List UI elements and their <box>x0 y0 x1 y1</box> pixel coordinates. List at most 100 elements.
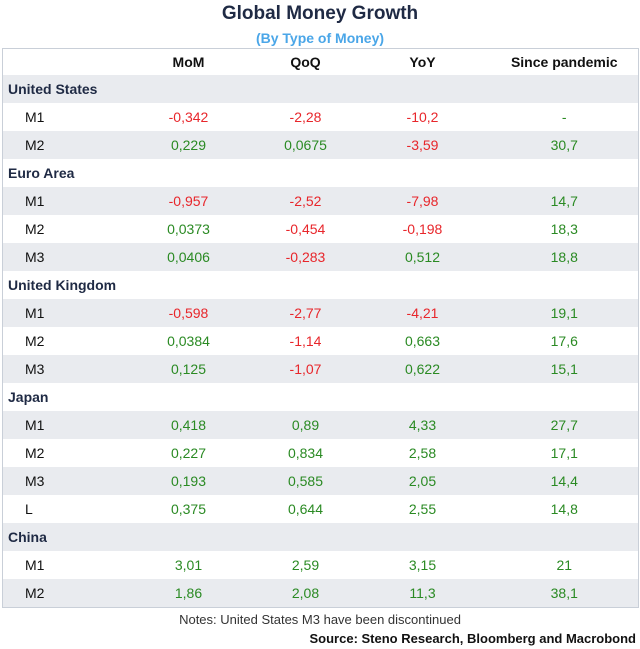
row-label: M2 <box>2 579 121 608</box>
table-cell: -3,59 <box>354 131 491 159</box>
group-header-row: Euro Area <box>3 159 639 187</box>
table-row: M1 -0,957 -2,52 -7,98 14,7 <box>2 187 639 215</box>
chart-subtitle: (By Type of Money) <box>255 30 385 46</box>
chart-note: Notes: United States M3 have been discon… <box>179 612 461 627</box>
row-label: M1 <box>2 411 121 439</box>
table-row: L 0,375 0,644 2,55 14,8 <box>3 495 639 523</box>
table-cell: 18,3 <box>550 221 578 237</box>
table-cell: -2,52 <box>256 187 355 215</box>
column-header: YoY <box>409 54 436 70</box>
header-blank <box>3 49 121 76</box>
table-cell: 19,1 <box>490 299 639 327</box>
table-cell: 14,4 <box>490 467 639 495</box>
table-cell: 1,86 <box>120 579 257 608</box>
table-cell: -7,98 <box>354 187 491 215</box>
table-cell: 0,0675 <box>256 131 355 159</box>
table-cell: 0,0373 <box>167 221 210 237</box>
row-label: M1 <box>2 187 121 215</box>
table-cell: -1,07 <box>256 355 355 383</box>
chart-title: Global Money Growth <box>221 3 419 24</box>
row-label: M1 <box>2 299 121 327</box>
table-cell: -4,21 <box>354 299 491 327</box>
row-label: M3 <box>2 243 121 271</box>
table-cell: 18,8 <box>490 243 639 271</box>
table-cell: 0,193 <box>120 467 257 495</box>
table-cell: 0,125 <box>120 355 257 383</box>
row-label: M3 <box>2 355 121 383</box>
table-cell: 17,6 <box>550 333 578 349</box>
row-label: M1 <box>25 557 45 573</box>
table-cell: 0,89 <box>256 411 355 439</box>
table-cell: 0,229 <box>120 131 257 159</box>
table-cell: -2,77 <box>256 299 355 327</box>
table-cell: 38,1 <box>490 579 639 608</box>
table-cell: 0,622 <box>354 355 491 383</box>
table-cell: 21 <box>556 557 573 573</box>
table-cell: 0,0384 <box>167 333 210 349</box>
row-label: M2 <box>25 445 45 461</box>
table-row: M3 0,193 0,585 2,05 14,4 <box>2 467 639 495</box>
table-cell: -0,598 <box>120 299 257 327</box>
table-cell: -0,198 <box>402 221 443 237</box>
row-label: M2 <box>25 333 45 349</box>
table-cell: 11,3 <box>354 579 491 608</box>
row-label: M1 <box>25 109 45 125</box>
table-cell: 3,15 <box>408 557 437 573</box>
group-name: Euro Area <box>8 165 75 181</box>
table-cell: 0,375 <box>170 501 207 517</box>
table-cell: 30,7 <box>490 131 639 159</box>
row-label: M2 <box>2 131 121 159</box>
table-cell: 15,1 <box>490 355 639 383</box>
table-cell: 2,59 <box>291 557 320 573</box>
table-cell: 0,663 <box>404 333 441 349</box>
group-name: United Kingdom <box>8 277 117 293</box>
header-row: MoM QoQ YoY Since pandemic <box>3 49 639 76</box>
table-cell: 14,8 <box>550 501 578 517</box>
table-row: M3 0,125 -1,07 0,622 15,1 <box>2 355 639 383</box>
table-cell: 4,33 <box>354 411 491 439</box>
table-cell: 0,644 <box>287 501 324 517</box>
table-row: M1 3,01 2,59 3,15 21 <box>3 551 639 579</box>
table-row: M1 -0,598 -2,77 -4,21 19,1 <box>2 299 639 327</box>
group-name: United States <box>2 75 639 103</box>
table-cell: 14,7 <box>490 187 639 215</box>
table-cell: 2,08 <box>256 579 355 608</box>
table-cell: -0,342 <box>168 109 209 125</box>
group-name: Japan <box>8 389 49 405</box>
table-row: M2 0,0384 -1,14 0,663 17,6 <box>3 327 639 355</box>
table-cell: 27,7 <box>490 411 639 439</box>
table-body: United States M1 -0,342 -2,28 -10,2- M2 0,229 0… <box>2 75 639 608</box>
table-cell: 0,0406 <box>120 243 257 271</box>
table-cell: 0,418 <box>120 411 257 439</box>
table-row: M2 1,86 2,08 11,3 38,1 <box>2 579 639 608</box>
table-cell: 0,512 <box>354 243 491 271</box>
table-cell: -1,14 <box>289 333 322 349</box>
row-label: M2 <box>25 221 45 237</box>
column-header: MoM <box>172 54 205 70</box>
table-row: M2 0,229 0,0675 -3,59 30,7 <box>2 131 639 159</box>
column-header: Since pandemic <box>510 54 618 70</box>
table-row: M1 -0,342 -2,28 -10,2 - <box>3 103 639 131</box>
table-row: M2 0,0373 -0,454 -0,198 18,3 <box>3 215 639 243</box>
table-cell: 2,05 <box>354 467 491 495</box>
table-cell: 17,1 <box>550 445 578 461</box>
table-cell: -0,283 <box>256 243 355 271</box>
table-row: M1 0,418 0,89 4,33 27,7 <box>2 411 639 439</box>
table-cell: -2,28 <box>289 109 322 125</box>
group-header-row: United States <box>2 75 639 103</box>
table-cell: -10,2 <box>406 109 439 125</box>
money-growth-table: MoM QoQ YoY Since pandemic United States… <box>2 48 639 608</box>
chart-source: Source: Steno Research, Bloomberg and Ma… <box>309 631 637 646</box>
table-cell: 2,58 <box>408 445 437 461</box>
group-name: China <box>2 523 639 551</box>
group-header-row: United Kingdom <box>3 271 639 299</box>
column-header: QoQ <box>290 54 321 70</box>
row-label: M3 <box>2 467 121 495</box>
table-cell: 0,834 <box>287 445 324 461</box>
table-cell: - <box>561 109 567 125</box>
table-cell: -0,957 <box>120 187 257 215</box>
group-header-row: China <box>2 523 639 551</box>
table-cell: 2,55 <box>408 501 437 517</box>
table-cell: 0,585 <box>256 467 355 495</box>
